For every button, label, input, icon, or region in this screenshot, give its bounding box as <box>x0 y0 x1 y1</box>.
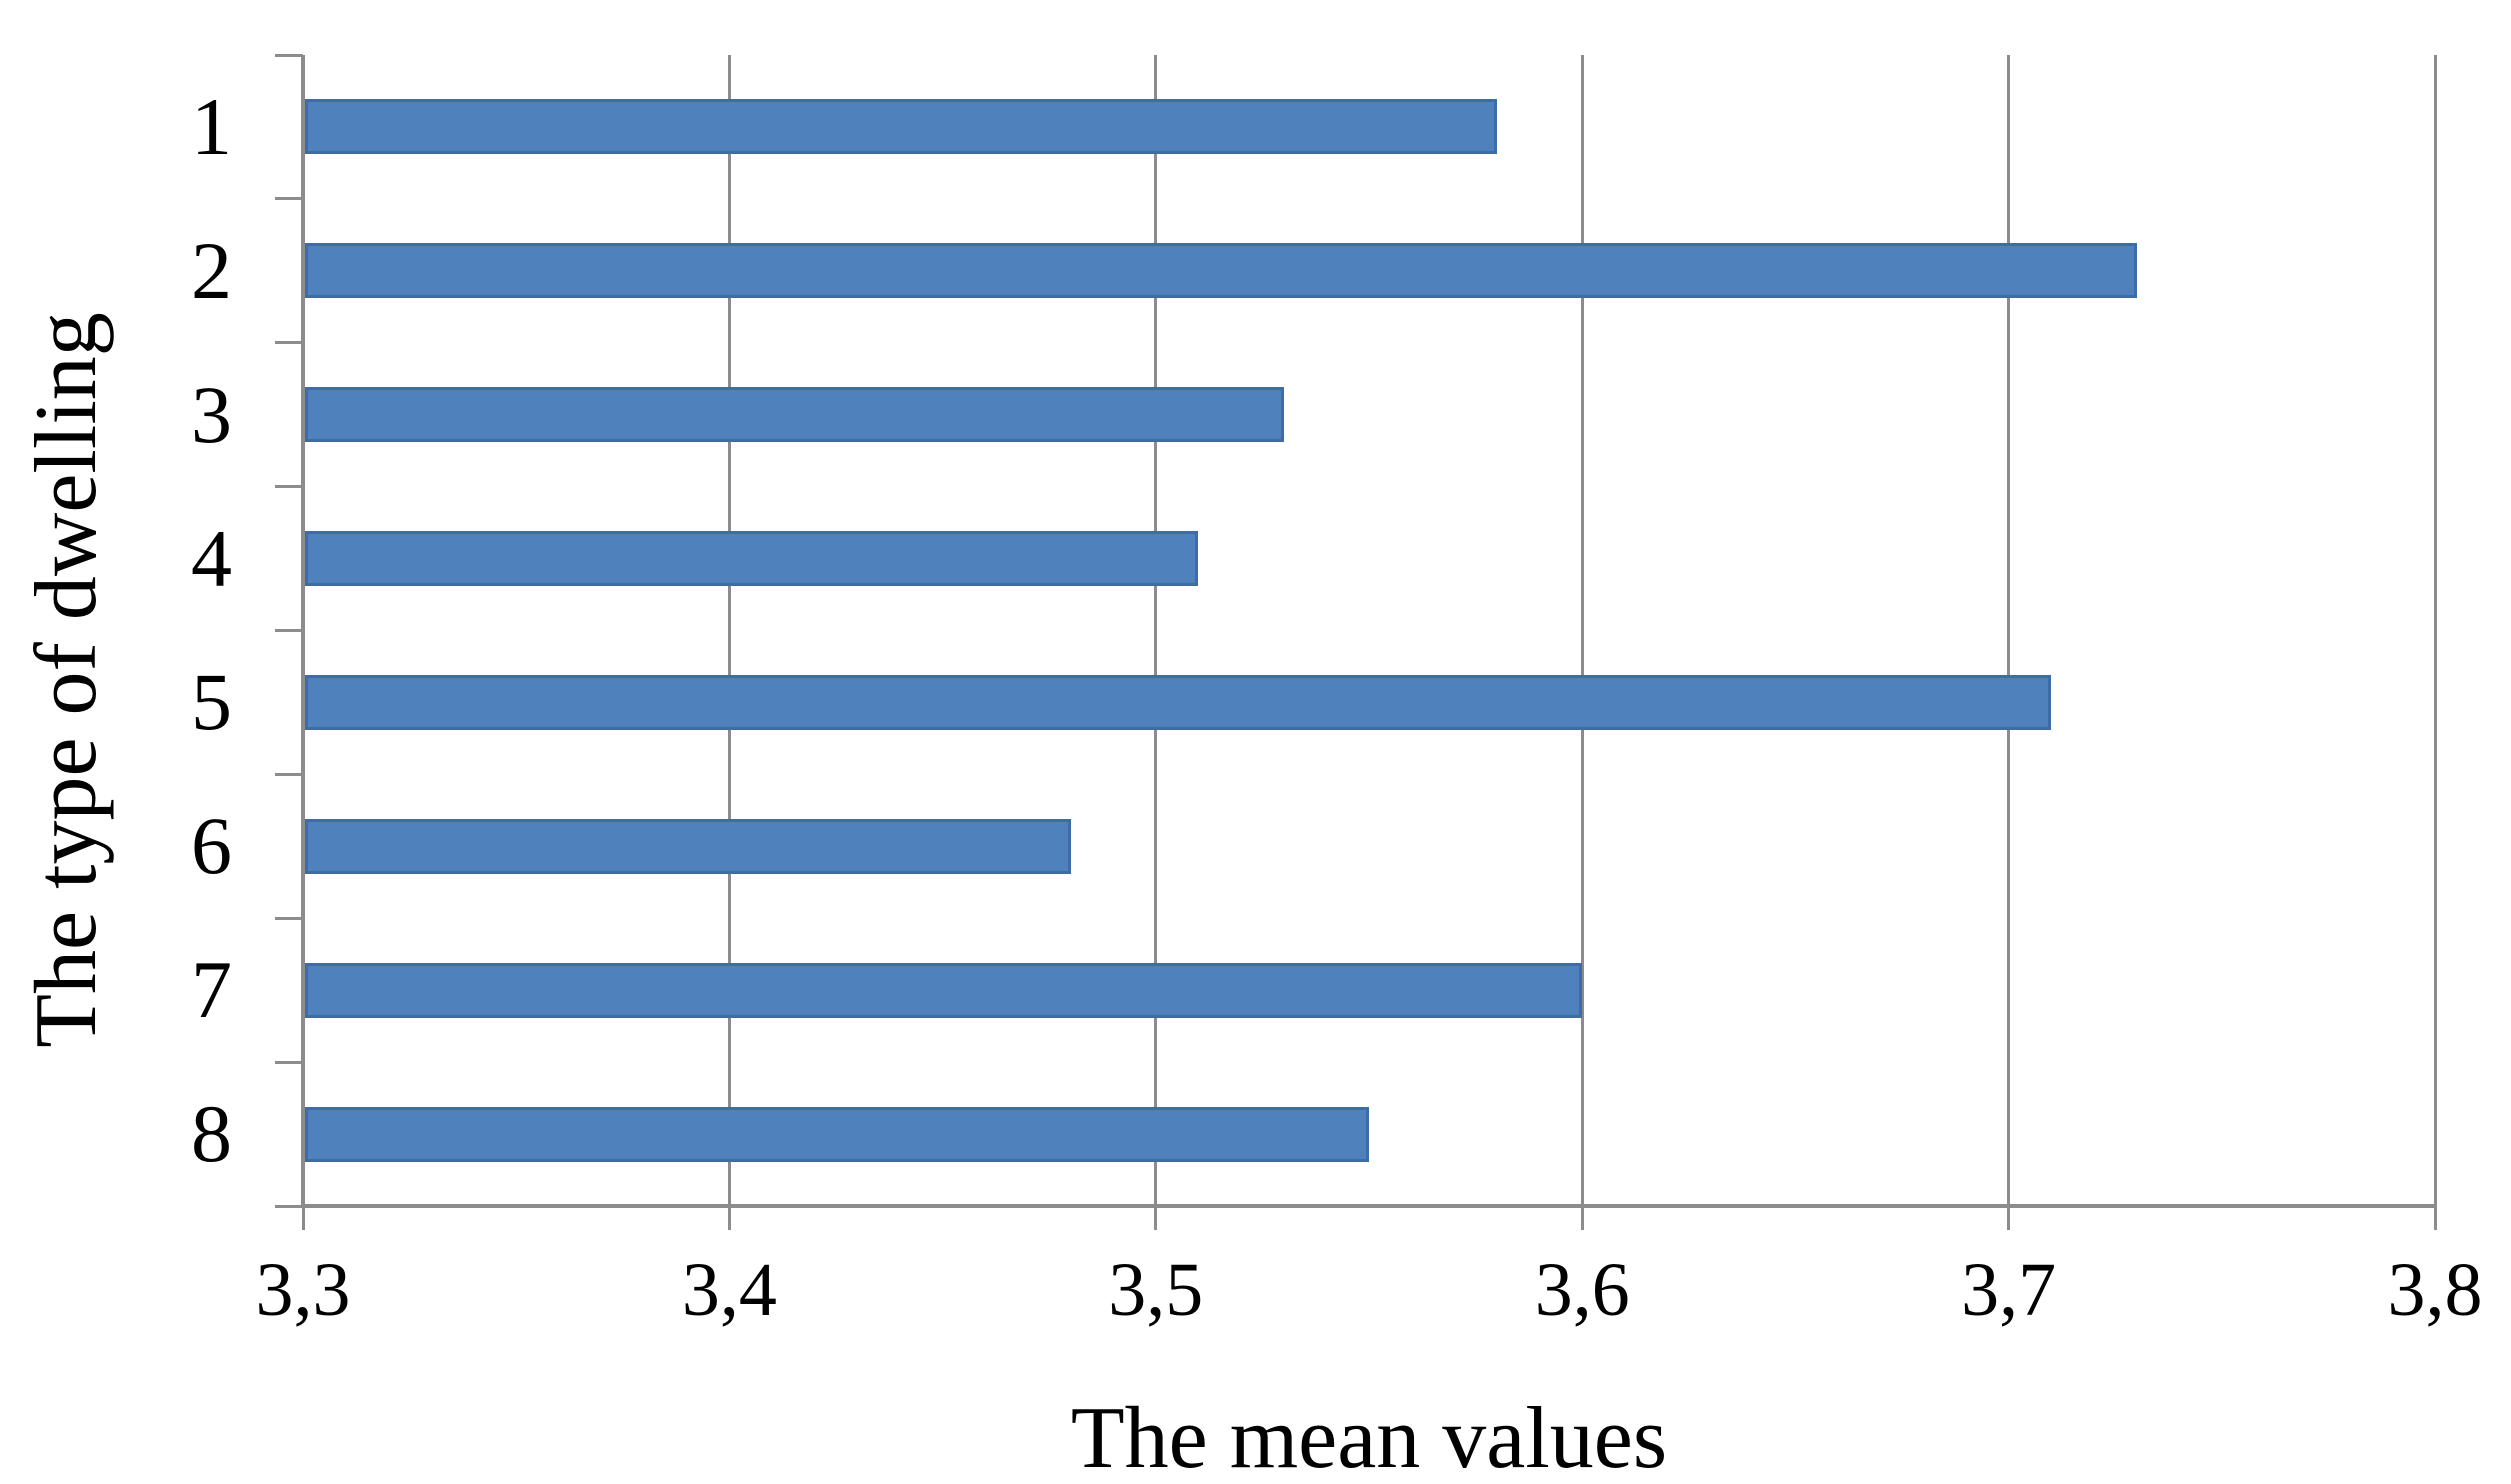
y-category-label: 1 <box>191 80 232 172</box>
x-axis-line <box>301 1204 2437 1208</box>
bar-category-5 <box>305 674 2052 730</box>
gridline <box>727 55 731 1206</box>
x-tick-label: 3,5 <box>1108 1248 1204 1332</box>
bar-category-1 <box>305 99 1497 155</box>
x-tick-label: 3,7 <box>1961 1248 2057 1332</box>
x-axis-tick <box>2007 1206 2011 1230</box>
gridline <box>2433 55 2437 1206</box>
y-axis-tick <box>275 341 303 345</box>
y-category-label: 3 <box>191 368 232 460</box>
y-category-label: 7 <box>191 944 232 1036</box>
gridline <box>2007 55 2011 1206</box>
x-axis-tick <box>1580 1206 1584 1230</box>
x-axis-tick <box>1154 1206 1158 1230</box>
x-axis-tick <box>727 1206 731 1230</box>
y-axis-line <box>301 55 305 1208</box>
y-category-label: 2 <box>191 224 232 316</box>
y-category-label: 4 <box>191 512 232 604</box>
y-axis-tick <box>275 197 303 201</box>
x-tick-label: 3,3 <box>255 1248 351 1332</box>
y-category-label: 6 <box>191 800 232 892</box>
bar-category-4 <box>305 531 1199 587</box>
y-category-label: 5 <box>191 656 232 748</box>
x-axis-tick <box>301 1206 305 1230</box>
y-axis-tick <box>275 629 303 632</box>
bar-category-8 <box>305 1106 1369 1162</box>
x-axis-title: The mean values <box>1070 1390 1668 1484</box>
bar-category-7 <box>305 962 1583 1018</box>
bar-category-2 <box>305 243 2137 299</box>
x-tick-label: 3,8 <box>2387 1248 2483 1332</box>
bar-category-6 <box>305 818 1071 874</box>
bar-category-3 <box>305 387 1284 443</box>
x-tick-label: 3,4 <box>681 1248 777 1332</box>
y-category-label: 8 <box>191 1088 232 1180</box>
x-axis-tick <box>2433 1206 2437 1230</box>
x-tick-label: 3,6 <box>1534 1248 1630 1332</box>
y-axis-tick <box>275 772 303 776</box>
y-axis-tick <box>275 53 303 57</box>
gridline <box>1580 55 1584 1206</box>
gridline <box>1154 55 1158 1206</box>
y-axis-tick <box>275 916 303 920</box>
y-axis-tick <box>275 485 303 489</box>
y-axis-tick <box>275 1204 303 1208</box>
y-axis-tick <box>275 1060 303 1064</box>
